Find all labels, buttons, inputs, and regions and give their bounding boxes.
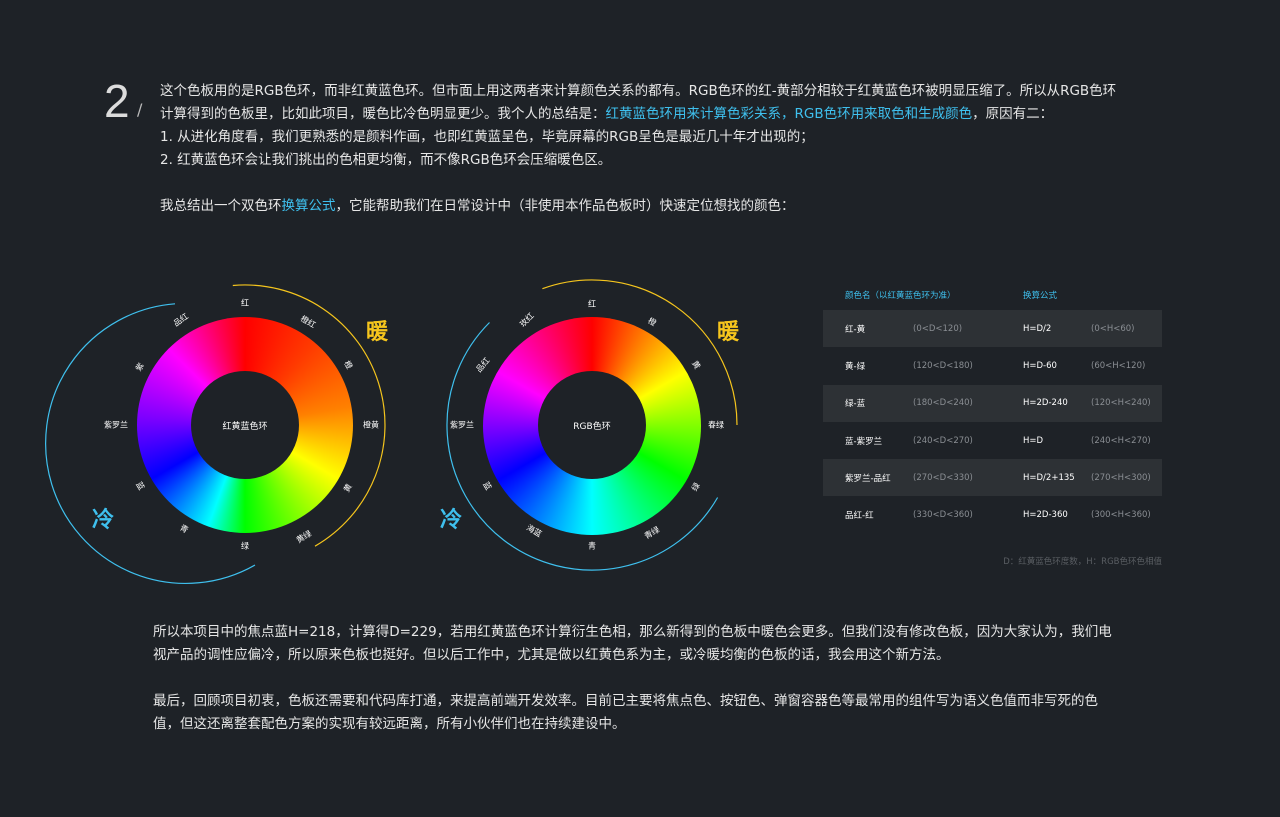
cell-h: (240<H<270) [1091,435,1151,446]
outro-paragraph-1: 所以本项目中的焦点蓝H=218，计算得D=229，若用红黄蓝色环计算衍生色相，那… [153,624,1112,663]
cell-d: (240<D<270) [913,435,973,446]
cell-name: 蓝-紫罗兰 [845,436,883,447]
rgb-label: 青 [588,541,596,551]
header-color-name: 颜色名（以红黄蓝色环为准） [845,291,956,301]
ryb-wheel-title: 红黄蓝色环 [191,371,299,479]
point-2: 2. 红黄蓝色环会让我们挑出的色相更均衡，而不像RGB色环会压缩暖色区。 [160,152,612,168]
rgb-label: 春绿 [708,420,724,430]
cell-formula: H=2D-360 [1023,510,1068,521]
cell-h: (300<H<360) [1091,510,1151,521]
table-row: 绿-蓝 (180<D<240) H=2D-240 (120<H<240) [823,384,1162,422]
rgb-label: 紫罗兰 [450,420,474,430]
cell-name: 绿-蓝 [845,399,866,410]
table-note: D：红黄蓝色环度数，H：RGB色环色相值 [1003,557,1162,567]
table-row: 红-黄 (0<D<120) H=D/2 (0<H<60) [823,310,1162,348]
section-number: 2 [104,75,130,127]
conversion-table: 颜色名（以红黄蓝色环为准） 换算公式 红-黄 (0<D<120) H=D/2 (0<H… [823,280,1162,534]
summary-link: 换算公式 [281,198,336,214]
ryb-label: 红 [241,298,249,308]
cell-formula: H=D/2 [1023,323,1052,334]
cold-label: 冷 [92,508,115,533]
intro-highlight: 红黄蓝色环用来计算色彩关系，RGB色环用来取色和生成颜色 [605,106,973,122]
cell-d: (270<D<330) [913,472,973,483]
ryb-label: 紫罗兰 [104,420,128,430]
warm-label: 暖 [717,320,740,345]
cell-name: 黄-绿 [845,361,866,372]
summary-post: ，它能帮助我们在日常设计中（非使用本作品色板时）快速定位想找的颜色： [335,198,795,214]
cell-name: 红-黄 [845,324,866,335]
rgb-warm-arc [542,279,738,426]
cell-name: 品红-红 [845,511,874,522]
rgb-wheel-title: RGB色环 [538,371,646,479]
ryb-cold-arc [45,303,256,584]
intro-line-end: ，原因有二： [972,106,1054,122]
header-formula: 换算公式 [1023,291,1058,301]
cell-h: (120<H<240) [1091,398,1151,409]
cold-label: 冷 [440,508,463,533]
ryb-label: 橙黄 [363,420,379,430]
cell-h: (270<H<300) [1091,472,1151,483]
table-row: 品红-红 (330<D<360) H=2D-360 (300<H<360) [823,496,1162,533]
point-1: 1. 从进化角度看，我们更熟悉的是颜料作画，也即红黄蓝呈色，毕竟屏幕的RGB呈色… [160,129,814,145]
warm-label: 暖 [366,320,389,345]
cell-formula: H=D [1023,435,1044,446]
cell-d: (180<D<240) [913,398,973,409]
cell-h: (60<H<120) [1091,360,1146,371]
intro-text: 这个色板用的是RGB色环，而非红黄蓝色环。但市面上用这两者来计算颜色关系的都有。… [160,80,1120,218]
cell-h: (0<H<60) [1091,323,1135,334]
table-header: 颜色名（以红黄蓝色环为准） 换算公式 [823,280,1162,310]
table-row: 紫罗兰-品红 (270<D<330) H=D/2+135 (270<H<300) [823,459,1162,497]
table-row: 黄-绿 (120<D<180) H=D-60 (60<H<120) [823,347,1162,384]
ryb-label: 绿 [241,541,249,551]
cell-formula: H=D-60 [1023,360,1057,371]
cell-formula: H=2D-240 [1023,398,1068,409]
cell-name: 紫罗兰-品红 [845,473,891,484]
ryb-warm-arc [232,284,386,547]
outro-paragraph-2: 最后，回顾项目初衷，色板还需要和代码库打通，来提高前端开发效率。目前已主要将焦点… [153,693,1098,732]
rgb-label: 红 [588,299,596,309]
cell-formula: H=D/2+135 [1023,472,1075,483]
cell-d: (120<D<180) [913,360,973,371]
cell-d: (0<D<120) [913,323,963,334]
intro-line: 这个色板用的是RGB色环，而非红黄蓝色环。但市面上用这两者来计算颜色关系的都有。… [160,83,1117,122]
cell-d: (330<D<360) [913,510,973,521]
slash-decoration: / [137,100,143,119]
rgb-cold-arc [446,322,719,571]
table-row: 蓝-紫罗兰 (240<D<270) H=D (240<H<270) [823,422,1162,459]
summary-pre: 我总结出一个双色环 [160,198,282,214]
